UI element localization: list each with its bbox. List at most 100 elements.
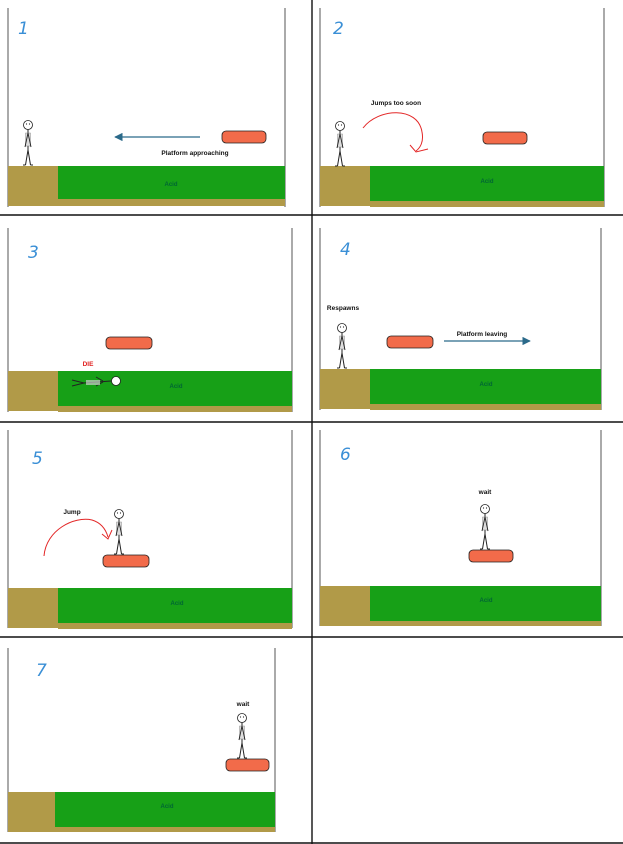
stick-figure-part xyxy=(237,713,247,723)
panel-number: 5 xyxy=(32,449,43,469)
caption: wait xyxy=(236,701,250,708)
stick-figure-part xyxy=(339,352,343,369)
ground xyxy=(320,586,370,626)
acid-pool xyxy=(58,371,292,406)
stick-figure-part xyxy=(118,521,123,537)
acid-label: Acid xyxy=(164,182,177,188)
stick-figure-icon xyxy=(480,504,490,550)
panel-number: 7 xyxy=(36,661,47,681)
stick-figure-part xyxy=(114,509,124,519)
caption: wait xyxy=(478,489,492,496)
panel-4: 4 Acid Respawns Platform leaving xyxy=(319,228,602,410)
stick-figure-part xyxy=(116,512,119,514)
stick-figure-part xyxy=(27,149,31,166)
ground xyxy=(320,369,370,409)
panel-2: 2 Acid Jumps too soon xyxy=(319,8,605,207)
panel-number: 3 xyxy=(28,243,39,263)
panel-number: 4 xyxy=(340,240,351,260)
stick-figure-part xyxy=(28,123,31,125)
caption: Platform approaching xyxy=(161,150,228,157)
stick-figure-part xyxy=(242,716,245,718)
stick-figure-part xyxy=(24,132,29,148)
acid-pool xyxy=(58,588,292,623)
stick-figure-part xyxy=(337,150,341,167)
caption-secondary: Platform leaving xyxy=(457,331,508,338)
platform xyxy=(105,336,153,350)
acid-pool xyxy=(370,166,604,201)
platform xyxy=(386,335,434,349)
stick-figure-part xyxy=(336,133,341,149)
stick-figure-part xyxy=(481,516,486,532)
stick-figure-part xyxy=(482,507,485,509)
acid-label: Acid xyxy=(479,382,492,388)
ground xyxy=(320,166,370,206)
stick-figure-part xyxy=(484,533,488,550)
stick-figure-part xyxy=(25,149,29,166)
stick-figure-part xyxy=(339,326,342,328)
stick-figure-part xyxy=(239,716,242,718)
acid-label: Acid xyxy=(480,179,493,185)
acid-pool xyxy=(370,586,601,621)
acid-label: Acid xyxy=(479,598,492,604)
platform xyxy=(468,549,514,563)
caption: Respawns xyxy=(327,305,360,312)
stick-figure-icon xyxy=(23,120,33,166)
caption: Jump xyxy=(63,509,80,516)
platform xyxy=(482,131,528,145)
platform xyxy=(102,554,150,568)
stick-figure-part xyxy=(115,521,120,537)
stick-figure-part xyxy=(339,133,344,149)
panel-1: 1 Acid Platform approaching xyxy=(7,8,286,207)
stick-figure-part xyxy=(339,150,343,167)
acid-pool xyxy=(370,369,601,404)
panel-number: 1 xyxy=(18,19,29,39)
stick-figure-part xyxy=(335,121,345,131)
dead-stick-figure-icon xyxy=(71,376,121,387)
acid-label: Acid xyxy=(170,601,183,607)
acid-label: Acid xyxy=(169,384,182,390)
stick-figure-part xyxy=(116,538,120,555)
stick-figure-part xyxy=(341,352,345,369)
stick-figure-part xyxy=(338,335,343,351)
panel-5: 5 Acid Jump xyxy=(7,430,293,629)
stick-figure-part xyxy=(23,120,33,130)
caption: Jumps too soon xyxy=(371,100,421,107)
acid-pool xyxy=(55,792,275,827)
stick-figure-part xyxy=(25,123,28,125)
stick-figure-part xyxy=(480,504,490,514)
curved-arrow-icon xyxy=(43,518,109,557)
stick-figure-part xyxy=(485,507,488,509)
acid-label: Acid xyxy=(160,804,173,810)
stick-figure-part xyxy=(241,725,246,741)
stick-figure-icon xyxy=(237,713,247,759)
platform xyxy=(221,130,267,144)
platform xyxy=(225,758,270,772)
stick-figure-part xyxy=(482,533,486,550)
ground xyxy=(8,371,58,411)
stick-figure-part xyxy=(340,124,343,126)
ground xyxy=(8,166,58,206)
stick-figure-part xyxy=(239,742,243,759)
stick-figure-part xyxy=(342,326,345,328)
die-label: DIE xyxy=(83,361,95,368)
acid-pool xyxy=(58,166,285,199)
stick-figure-part xyxy=(337,323,347,333)
panel-number: 6 xyxy=(340,445,351,465)
stick-figure-part xyxy=(119,512,122,514)
stick-figure-part xyxy=(484,516,489,532)
stick-figure-part xyxy=(238,725,243,741)
stick-figure-part xyxy=(241,742,245,759)
panel-number: 2 xyxy=(333,19,344,39)
stick-figure-icon xyxy=(335,121,345,167)
curved-arrow-icon xyxy=(362,112,423,152)
panel-7: 7 Acid wait xyxy=(7,648,276,832)
stick-figure-part xyxy=(118,538,122,555)
stick-figure-part xyxy=(27,132,32,148)
stick-figure-part xyxy=(337,124,340,126)
ground xyxy=(8,792,55,832)
ground xyxy=(8,588,58,628)
panel-6: 6 Acid wait xyxy=(319,430,602,626)
stick-figure-icon xyxy=(337,323,347,369)
